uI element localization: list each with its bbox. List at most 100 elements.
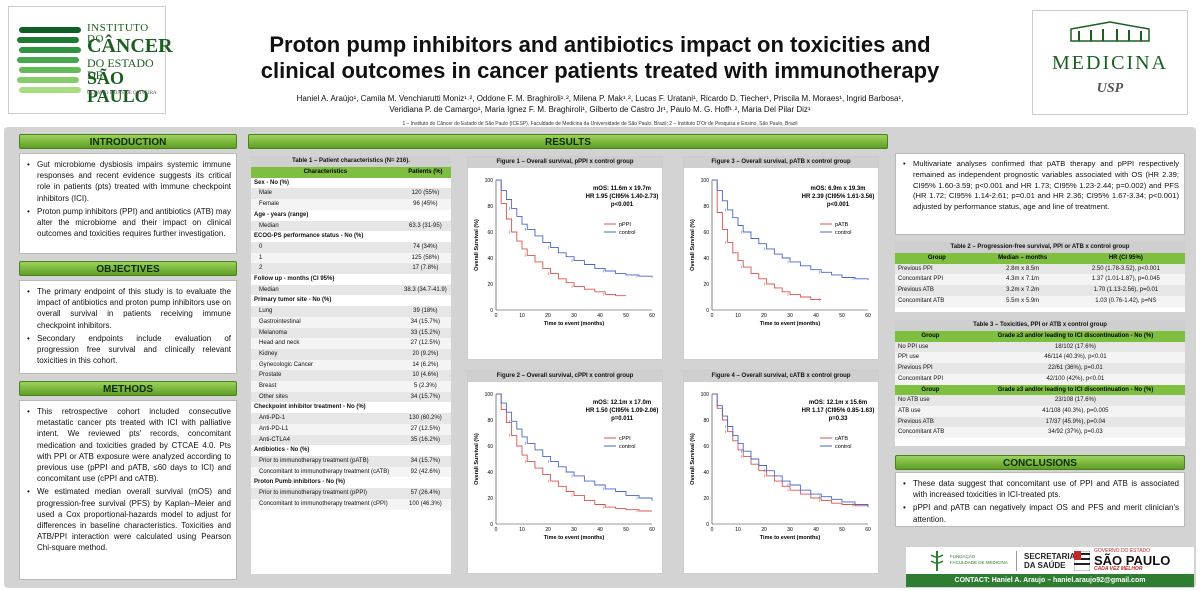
- x-axis-label: Time to event (months): [760, 321, 821, 327]
- table-3-header-row: Group Grade ≥3 and/or leading to ICI disc…: [895, 331, 1185, 342]
- figure-2: Figure 2 – Overall survival, cPPI x cont…: [467, 370, 663, 574]
- table-cell: Prior to immunotherapy treatment (pATB): [251, 455, 400, 467]
- logo-text: GOVERNO DO ESTADO: [1094, 548, 1151, 554]
- table-cell: Previous PPI: [895, 263, 979, 275]
- chart-annotation: HR 1.50 (CI95% 1.09-2.06): [586, 408, 659, 414]
- table-cell: 34 (15.7%): [399, 316, 451, 328]
- chart-annotation: mOS: 12.1m x 17.0m: [593, 400, 651, 406]
- legend-label: control: [835, 444, 852, 450]
- table-row: Median 38.3 (34.7-41.9): [251, 284, 451, 296]
- table-cell: 0: [251, 241, 400, 253]
- authors-line: Haniel A. Araújo¹, Camila M. Venchiarutt…: [296, 94, 904, 103]
- table-3-caption: Table 3 – Toxicities, PPI or ATB x contr…: [895, 320, 1185, 331]
- y-tick-label: 80: [703, 204, 709, 210]
- logo-text: USP: [1096, 81, 1124, 96]
- table-1-section-row: Checkpoint inhibitor treatment - No (%): [251, 402, 451, 414]
- table-cell: 18/102 (17.6%): [965, 341, 1185, 353]
- y-tick-label: 60: [703, 444, 709, 450]
- chart-annotation: mOS: 11.6m x 19.7m: [593, 186, 651, 192]
- km-curve-pATB: [712, 179, 822, 301]
- table-1-grid: Characteristics Patients (%) Sex - No (%…: [251, 167, 451, 510]
- table-cell: 41/108 (40.3%), p=0.005: [965, 405, 1185, 417]
- x-tick-label: 10: [519, 313, 525, 319]
- introduction-bullet: Proton pump inhibitors (PPI) and antibio…: [25, 206, 231, 240]
- table-cell: [399, 402, 451, 414]
- table-cell: Melanoma: [251, 327, 400, 339]
- x-axis-label: Time to event (months): [760, 535, 821, 541]
- table-cell: 1: [251, 252, 400, 264]
- table-cell: 1.37 (1.01-1.87), p=0.045: [1066, 274, 1185, 286]
- table-row: Male 120 (55%): [251, 188, 451, 200]
- table-cell: 3.2m x 7.2m: [978, 285, 1067, 296]
- table-cell: Concomitant to immunotherapy treatment (…: [251, 466, 400, 478]
- conclusions-heading: CONCLUSIONS: [895, 455, 1185, 470]
- table-1: Table 1 – Patient characteristics (N= 21…: [251, 156, 451, 574]
- title-line: Proton pump inhibitors and antibiotics i…: [269, 32, 931, 57]
- y-tick-label: 80: [487, 418, 493, 424]
- table-cell: [399, 274, 451, 285]
- logo-text: DO ESTADO DE: [87, 56, 154, 82]
- table-cell: 34 (15.7%): [399, 391, 451, 403]
- x-axis-label: Time to event (months): [544, 321, 605, 327]
- x-tick-label: 10: [519, 527, 525, 533]
- table-3-header-row: Group Grade ≥3 and/or leading to ICI disc…: [895, 384, 1185, 396]
- logo-text: CADA VEZ MELHOR: [1094, 566, 1143, 572]
- legend-label: control: [619, 444, 636, 450]
- chart-annotation: p=0.33: [829, 416, 849, 422]
- table-cell: Head and neck: [251, 338, 400, 349]
- y-tick-label: 80: [703, 418, 709, 424]
- table-2-grid: Group Median – months HR (CI 95%) Previous…: [895, 253, 1185, 307]
- x-tick-label: 30: [787, 527, 793, 533]
- table-row: Prior to immunotherapy treatment (pPPI) 5…: [251, 488, 451, 499]
- x-tick-label: 0: [711, 313, 714, 319]
- table-row: Melanoma 33 (15.2%): [251, 327, 451, 339]
- table-cell: 5 (2.3%): [399, 381, 451, 392]
- table-cell: Other sites: [251, 391, 400, 403]
- table-1-section-row: Primary tumor site - No (%): [251, 295, 451, 307]
- legend-label: control: [835, 230, 852, 236]
- table-cell: Kidney: [251, 348, 400, 360]
- table-row: Anti-CTLA4 35 (16.2%): [251, 434, 451, 446]
- table-cell: 100 (46.3%): [399, 498, 451, 510]
- table-cell: [399, 477, 451, 489]
- conclusions-bullet: pPPI and pATB can negatively impact OS a…: [901, 502, 1179, 524]
- chart-annotation: p<0.001: [827, 202, 850, 208]
- y-tick-label: 0: [490, 308, 493, 314]
- y-tick-label: 20: [487, 282, 493, 288]
- methods-bullet: This retrospective cohort included conse…: [25, 406, 231, 484]
- table-cell: ATB use: [895, 405, 966, 417]
- table-1-section-row: Antibiotics - No (%): [251, 445, 451, 456]
- y-tick-label: 40: [703, 256, 709, 262]
- table-cell: 4.3m x 7.1m: [978, 274, 1067, 286]
- table-cell: 2.50 (1.78-3.52), p<0.001: [1066, 263, 1185, 275]
- table-row: Concomitant PPI 42/100 (42%), p<0.01: [895, 373, 1185, 385]
- y-axis-label: Overall Survival (%): [690, 219, 696, 271]
- table-cell: 33 (15.2%): [399, 327, 451, 339]
- x-tick-label: 40: [597, 527, 603, 533]
- table-cell: Primary tumor site - No (%): [251, 295, 400, 307]
- table-row: Concomitant to immunotherapy treatment (…: [251, 498, 451, 510]
- table-3-header: Grade ≥3 and/or leading to ICI discontin…: [965, 331, 1185, 342]
- x-tick-label: 60: [865, 313, 871, 319]
- chart-annotation: mOS: 6.9m x 19.3m: [810, 186, 865, 192]
- table-cell: 23/108 (17.6%): [965, 395, 1185, 406]
- table-cell: 5.5m x 5.9m: [978, 295, 1067, 307]
- table-cell: 2.8m x 8.5m: [978, 263, 1067, 275]
- table-row: Prostate 10 (4.6%): [251, 370, 451, 382]
- table-row: Concomitant ATB 5.5m x 5.9m 1.03 (0.76-1.4…: [895, 295, 1185, 307]
- table-row: Female 96 (45%): [251, 199, 451, 210]
- y-tick-label: 60: [487, 230, 493, 236]
- x-axis-label: Time to event (months): [544, 535, 605, 541]
- km-curve-pPPI: [496, 179, 626, 297]
- legend-label: cATB: [835, 436, 848, 442]
- objectives-box: The primary endpoint of this study is to…: [19, 280, 237, 374]
- x-tick-label: 0: [495, 313, 498, 319]
- table-cell: [399, 177, 451, 189]
- x-tick-label: 10: [735, 527, 741, 533]
- table-1-header: Patients (%): [399, 167, 451, 178]
- legend-label: cPPI: [619, 436, 631, 442]
- table-cell: 14 (6.2%): [399, 359, 451, 371]
- y-tick-label: 60: [703, 230, 709, 236]
- figure-3-title: Figure 3 – Overall survival, pATB x cont…: [684, 157, 878, 168]
- table-cell: Sex - No (%): [251, 177, 400, 189]
